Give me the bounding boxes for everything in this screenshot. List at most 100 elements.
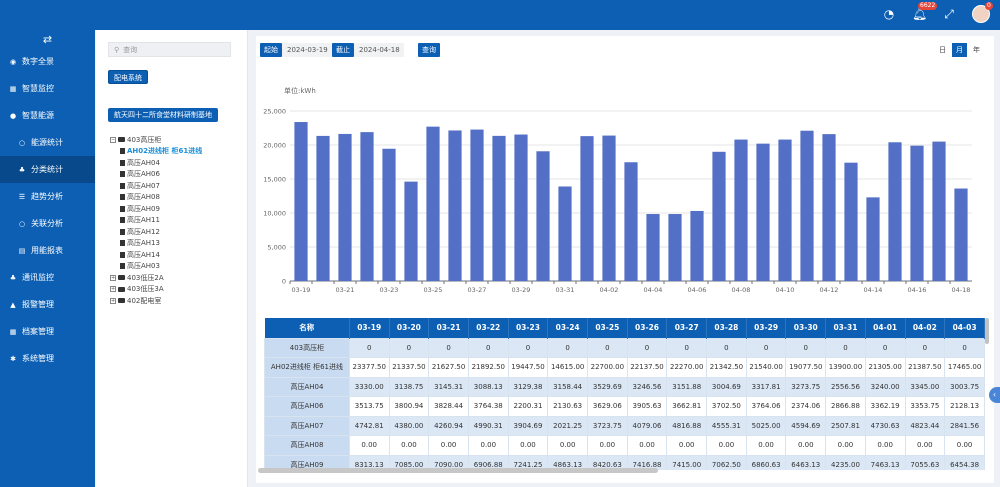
sidebar-item-alarm-management[interactable]: ▲ 报警管理 <box>0 291 95 318</box>
bar <box>316 135 330 281</box>
column-header[interactable]: 03-22 <box>468 318 509 338</box>
file-icon <box>120 205 125 212</box>
column-header[interactable]: 03-28 <box>706 318 747 338</box>
column-header[interactable]: 03-31 <box>825 318 866 338</box>
tree-node[interactable]: 高压AH09 <box>110 203 246 215</box>
dashboard-icon[interactable]: ◔ <box>883 7 895 21</box>
column-header[interactable]: 03-20 <box>389 318 430 338</box>
table-cell: 0 <box>507 337 549 358</box>
search-input[interactable]: ⚲ 查询 <box>108 42 231 57</box>
tree-node[interactable]: +402配电室 <box>110 295 246 307</box>
period-option[interactable]: 日 <box>939 46 946 54</box>
column-header[interactable]: 04-03 <box>944 318 985 338</box>
bar <box>734 139 748 281</box>
sidebar-item-archive-management[interactable]: ▦ 档案管理 <box>0 318 95 345</box>
table-cell: 21627.50 <box>428 357 469 378</box>
column-header[interactable]: 03-29 <box>746 318 787 338</box>
tree-node-label: 高压AH14 <box>127 250 160 259</box>
fullscreen-icon[interactable]: ⤢ <box>944 7 954 21</box>
tree-node[interactable]: +403低压3A <box>110 284 246 296</box>
query-button[interactable]: 查询 <box>418 43 440 57</box>
tree-node[interactable]: 高压AH07 <box>110 180 246 192</box>
column-header[interactable]: 03-23 <box>508 318 549 338</box>
period-option[interactable]: 月 <box>952 43 967 57</box>
bar <box>382 148 396 281</box>
tree-node[interactable]: − 403高压柜 <box>110 134 246 146</box>
end-date-field[interactable]: 2024-04-18 <box>354 43 404 57</box>
column-header[interactable]: 03-25 <box>587 318 628 338</box>
collapse-icon[interactable]: − <box>110 136 116 143</box>
bell-icon[interactable]: 🔔︎ 6622 <box>912 2 938 21</box>
table-cell: 21342.50 <box>706 357 747 378</box>
bulb-icon: ● <box>9 111 17 120</box>
sidebar-item-category-stats[interactable]: ♣ 分类统计 <box>0 156 95 183</box>
table-cell: 3330.00 <box>348 376 390 397</box>
table-cell: 3662.81 <box>666 396 708 417</box>
bar <box>712 151 726 281</box>
y-tick-label: 20,000 <box>263 142 286 150</box>
table-cell: 3145.31 <box>428 376 469 397</box>
start-date-field[interactable]: 2024-03-19 <box>282 43 332 57</box>
table-cell: 4742.81 <box>348 415 390 436</box>
expand-icon[interactable]: + <box>110 274 116 281</box>
tree-node[interactable]: 高压AH08 <box>110 192 246 204</box>
sidebar-item-label: 通讯监控 <box>22 273 54 282</box>
expand-panel-icon[interactable]: ‹ <box>989 387 1000 403</box>
avatar[interactable]: 0 <box>972 2 993 23</box>
table-cell: 6463.13 <box>785 454 827 470</box>
sidebar-item-label: 关联分析 <box>31 219 63 228</box>
distribution-system-button[interactable]: 配电系统 <box>108 70 148 84</box>
table-cell: 6860.63 <box>745 454 787 470</box>
column-header[interactable]: 03-30 <box>785 318 827 338</box>
table-cell: 4730.63 <box>864 415 906 436</box>
table-cell: 21305.00 <box>864 357 906 378</box>
horizontal-scrollbar[interactable] <box>258 468 658 473</box>
column-header[interactable]: 04-01 <box>865 318 906 338</box>
tree-node[interactable]: 高压AH13 <box>110 238 246 250</box>
sidebar-item-smart-energy[interactable]: ● 智慧能源 <box>0 102 95 129</box>
column-header[interactable]: 03-19 <box>349 318 390 338</box>
tree-node[interactable]: 高压AH06 <box>110 169 246 181</box>
grid-icon: ▦ <box>9 84 17 93</box>
column-header[interactable]: 04-02 <box>905 318 946 338</box>
sidebar-item-label: 分类统计 <box>31 165 63 174</box>
period-option[interactable]: 年 <box>973 46 980 54</box>
tree-node[interactable]: 高压AH14 <box>110 249 246 261</box>
site-button[interactable]: 航天四十二所食堂材料研制基地 <box>108 108 218 122</box>
table-cell: 0 <box>825 337 866 358</box>
collapse-menu-icon[interactable]: ⇄ <box>42 33 53 46</box>
table-cell: 0.00 <box>864 435 906 456</box>
table-cell: 0 <box>388 337 430 358</box>
column-header[interactable]: 03-21 <box>428 318 469 338</box>
sidebar-item-smart-monitoring[interactable]: ▦ 智慧监控 <box>0 75 95 102</box>
sidebar-item-energy-stats[interactable]: ○ 能源统计 <box>0 129 95 156</box>
tree-node[interactable]: AH02进线柜 柜61进线 <box>110 146 246 158</box>
expand-icon[interactable]: + <box>110 297 116 304</box>
column-header[interactable]: 03-26 <box>627 318 668 338</box>
tree-node[interactable]: +403低压2A <box>110 272 246 284</box>
tree-node[interactable]: 高压AH11 <box>110 215 246 227</box>
column-header[interactable]: 名称 <box>264 318 350 338</box>
sidebar-item-digital-panorama[interactable]: ◉ 数字全景 <box>0 48 95 75</box>
sidebar-item-comm-monitoring[interactable]: ♣ 通讯监控 <box>0 264 95 291</box>
tree-node[interactable]: 高压AH04 <box>110 157 246 169</box>
table-cell: 3702.50 <box>706 396 747 417</box>
table-cell: 0.00 <box>785 435 827 456</box>
expand-icon[interactable]: + <box>110 286 116 293</box>
sidebar-item-energy-report[interactable]: ▤ 用能报表 <box>0 237 95 264</box>
search-placeholder: 查询 <box>123 45 138 54</box>
column-header[interactable]: 03-27 <box>666 318 708 338</box>
vertical-scrollbar[interactable] <box>985 318 989 344</box>
tree-node[interactable]: 高压AH12 <box>110 226 246 238</box>
sidebar-item-correlation-analysis[interactable]: ○ 关联分析 <box>0 210 95 237</box>
column-header[interactable]: 03-24 <box>547 318 588 338</box>
table-cell: 0.00 <box>388 435 430 456</box>
sidebar-item-trend-analysis[interactable]: ☰ 趋势分析 <box>0 183 95 210</box>
table-cell: 3353.75 <box>904 396 946 417</box>
sidebar-item-system-management[interactable]: ✱ 系统管理 <box>0 345 95 372</box>
tree-node[interactable]: 高压AH03 <box>110 261 246 273</box>
table-cell: 3362.19 <box>864 396 906 417</box>
table-cell: 5025.00 <box>745 415 787 436</box>
table-cell: 0 <box>348 337 390 358</box>
tree-node-label: 高压AH09 <box>127 204 160 213</box>
